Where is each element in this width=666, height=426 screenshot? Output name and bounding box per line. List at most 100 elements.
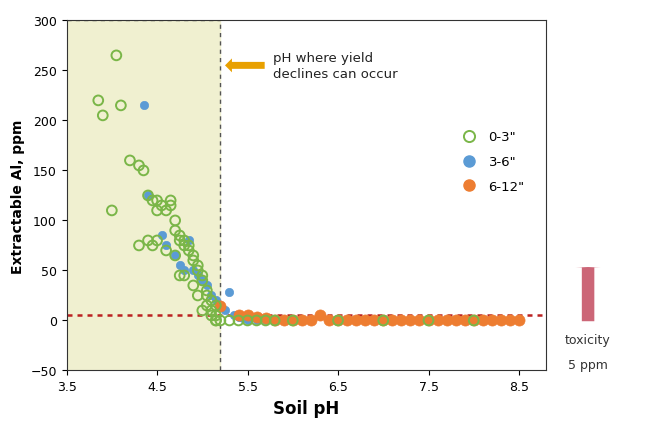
0-3" bbox=[468, 317, 479, 324]
Legend: 0-3", 3-6", 6-12": 0-3", 3-6", 6-12" bbox=[450, 126, 530, 199]
3-6" bbox=[233, 314, 244, 321]
0-3" bbox=[197, 277, 208, 284]
0-3" bbox=[152, 237, 163, 244]
0-3" bbox=[143, 193, 153, 199]
3-6" bbox=[210, 297, 221, 304]
0-3" bbox=[174, 237, 185, 244]
0-3" bbox=[161, 248, 171, 254]
6-12" bbox=[450, 317, 461, 324]
6-12" bbox=[432, 317, 443, 324]
0-3" bbox=[179, 272, 190, 279]
3-6" bbox=[206, 292, 216, 299]
3-6" bbox=[224, 289, 235, 296]
0-3" bbox=[197, 307, 208, 314]
0-3" bbox=[116, 103, 127, 109]
0-3" bbox=[192, 262, 203, 269]
0-3" bbox=[165, 198, 176, 204]
0-3" bbox=[138, 167, 149, 174]
0-3" bbox=[170, 253, 180, 259]
3-6" bbox=[333, 317, 344, 324]
0-3" bbox=[378, 317, 388, 324]
3-6" bbox=[378, 317, 388, 324]
6-12" bbox=[496, 317, 506, 324]
6-12" bbox=[442, 317, 452, 324]
6-12" bbox=[460, 317, 470, 324]
0-3" bbox=[269, 317, 280, 324]
3-6" bbox=[423, 317, 434, 324]
6-12" bbox=[360, 317, 370, 324]
0-3" bbox=[210, 317, 221, 324]
0-3" bbox=[111, 53, 122, 60]
0-3" bbox=[242, 317, 253, 324]
Text: 5 ppm: 5 ppm bbox=[568, 358, 608, 371]
3-6" bbox=[192, 272, 203, 279]
6-12" bbox=[369, 317, 380, 324]
3-6" bbox=[238, 315, 248, 322]
Y-axis label: Extractable Al, ppm: Extractable Al, ppm bbox=[11, 119, 25, 273]
0-3" bbox=[288, 317, 298, 324]
3-6" bbox=[188, 268, 198, 274]
3-6" bbox=[242, 317, 253, 324]
6-12" bbox=[378, 317, 388, 324]
0-3" bbox=[183, 248, 194, 254]
6-12" bbox=[288, 317, 298, 324]
3-6" bbox=[197, 277, 208, 284]
0-3" bbox=[165, 202, 176, 209]
3-6" bbox=[269, 317, 280, 324]
3-6" bbox=[251, 317, 262, 324]
0-3" bbox=[210, 302, 221, 309]
6-12" bbox=[215, 303, 226, 310]
6-12" bbox=[269, 317, 280, 324]
0-3" bbox=[97, 113, 108, 120]
0-3" bbox=[188, 253, 198, 259]
6-12" bbox=[278, 317, 289, 324]
6-12" bbox=[351, 317, 362, 324]
0-3" bbox=[174, 233, 185, 239]
0-3" bbox=[125, 158, 135, 164]
0-3" bbox=[179, 242, 190, 249]
0-3" bbox=[188, 282, 198, 289]
0-3" bbox=[202, 288, 212, 294]
0-3" bbox=[333, 317, 344, 324]
0-3" bbox=[206, 307, 216, 314]
6-12" bbox=[233, 312, 244, 319]
0-3" bbox=[188, 257, 198, 264]
0-3" bbox=[202, 292, 212, 299]
0-3" bbox=[206, 312, 216, 319]
0-3" bbox=[147, 242, 158, 249]
Text: toxicity: toxicity bbox=[565, 333, 611, 346]
0-3" bbox=[233, 317, 244, 324]
0-3" bbox=[147, 198, 158, 204]
0-3" bbox=[423, 317, 434, 324]
0-3" bbox=[183, 242, 194, 249]
6-12" bbox=[260, 315, 271, 322]
3-6" bbox=[179, 268, 190, 274]
0-3" bbox=[157, 202, 167, 209]
6-12" bbox=[468, 317, 479, 324]
6-12" bbox=[414, 317, 425, 324]
6-12" bbox=[505, 317, 515, 324]
0-3" bbox=[192, 292, 203, 299]
Bar bbox=[67, 21, 220, 371]
X-axis label: Soil pH: Soil pH bbox=[273, 399, 340, 417]
0-3" bbox=[107, 207, 117, 214]
0-3" bbox=[134, 163, 145, 170]
0-3" bbox=[93, 98, 104, 104]
0-3" bbox=[134, 242, 145, 249]
0-3" bbox=[210, 312, 221, 319]
6-12" bbox=[324, 317, 334, 324]
3-6" bbox=[170, 253, 180, 259]
3-6" bbox=[220, 307, 230, 314]
3-6" bbox=[174, 262, 185, 269]
0-3" bbox=[260, 317, 271, 324]
0-3" bbox=[143, 237, 153, 244]
6-12" bbox=[296, 317, 307, 324]
0-3" bbox=[251, 317, 262, 324]
6-12" bbox=[314, 312, 325, 319]
0-3" bbox=[210, 317, 221, 324]
3-6" bbox=[468, 317, 479, 324]
3-6" bbox=[138, 103, 149, 109]
0-3" bbox=[202, 302, 212, 309]
0-3" bbox=[197, 272, 208, 279]
0-3" bbox=[215, 317, 226, 324]
